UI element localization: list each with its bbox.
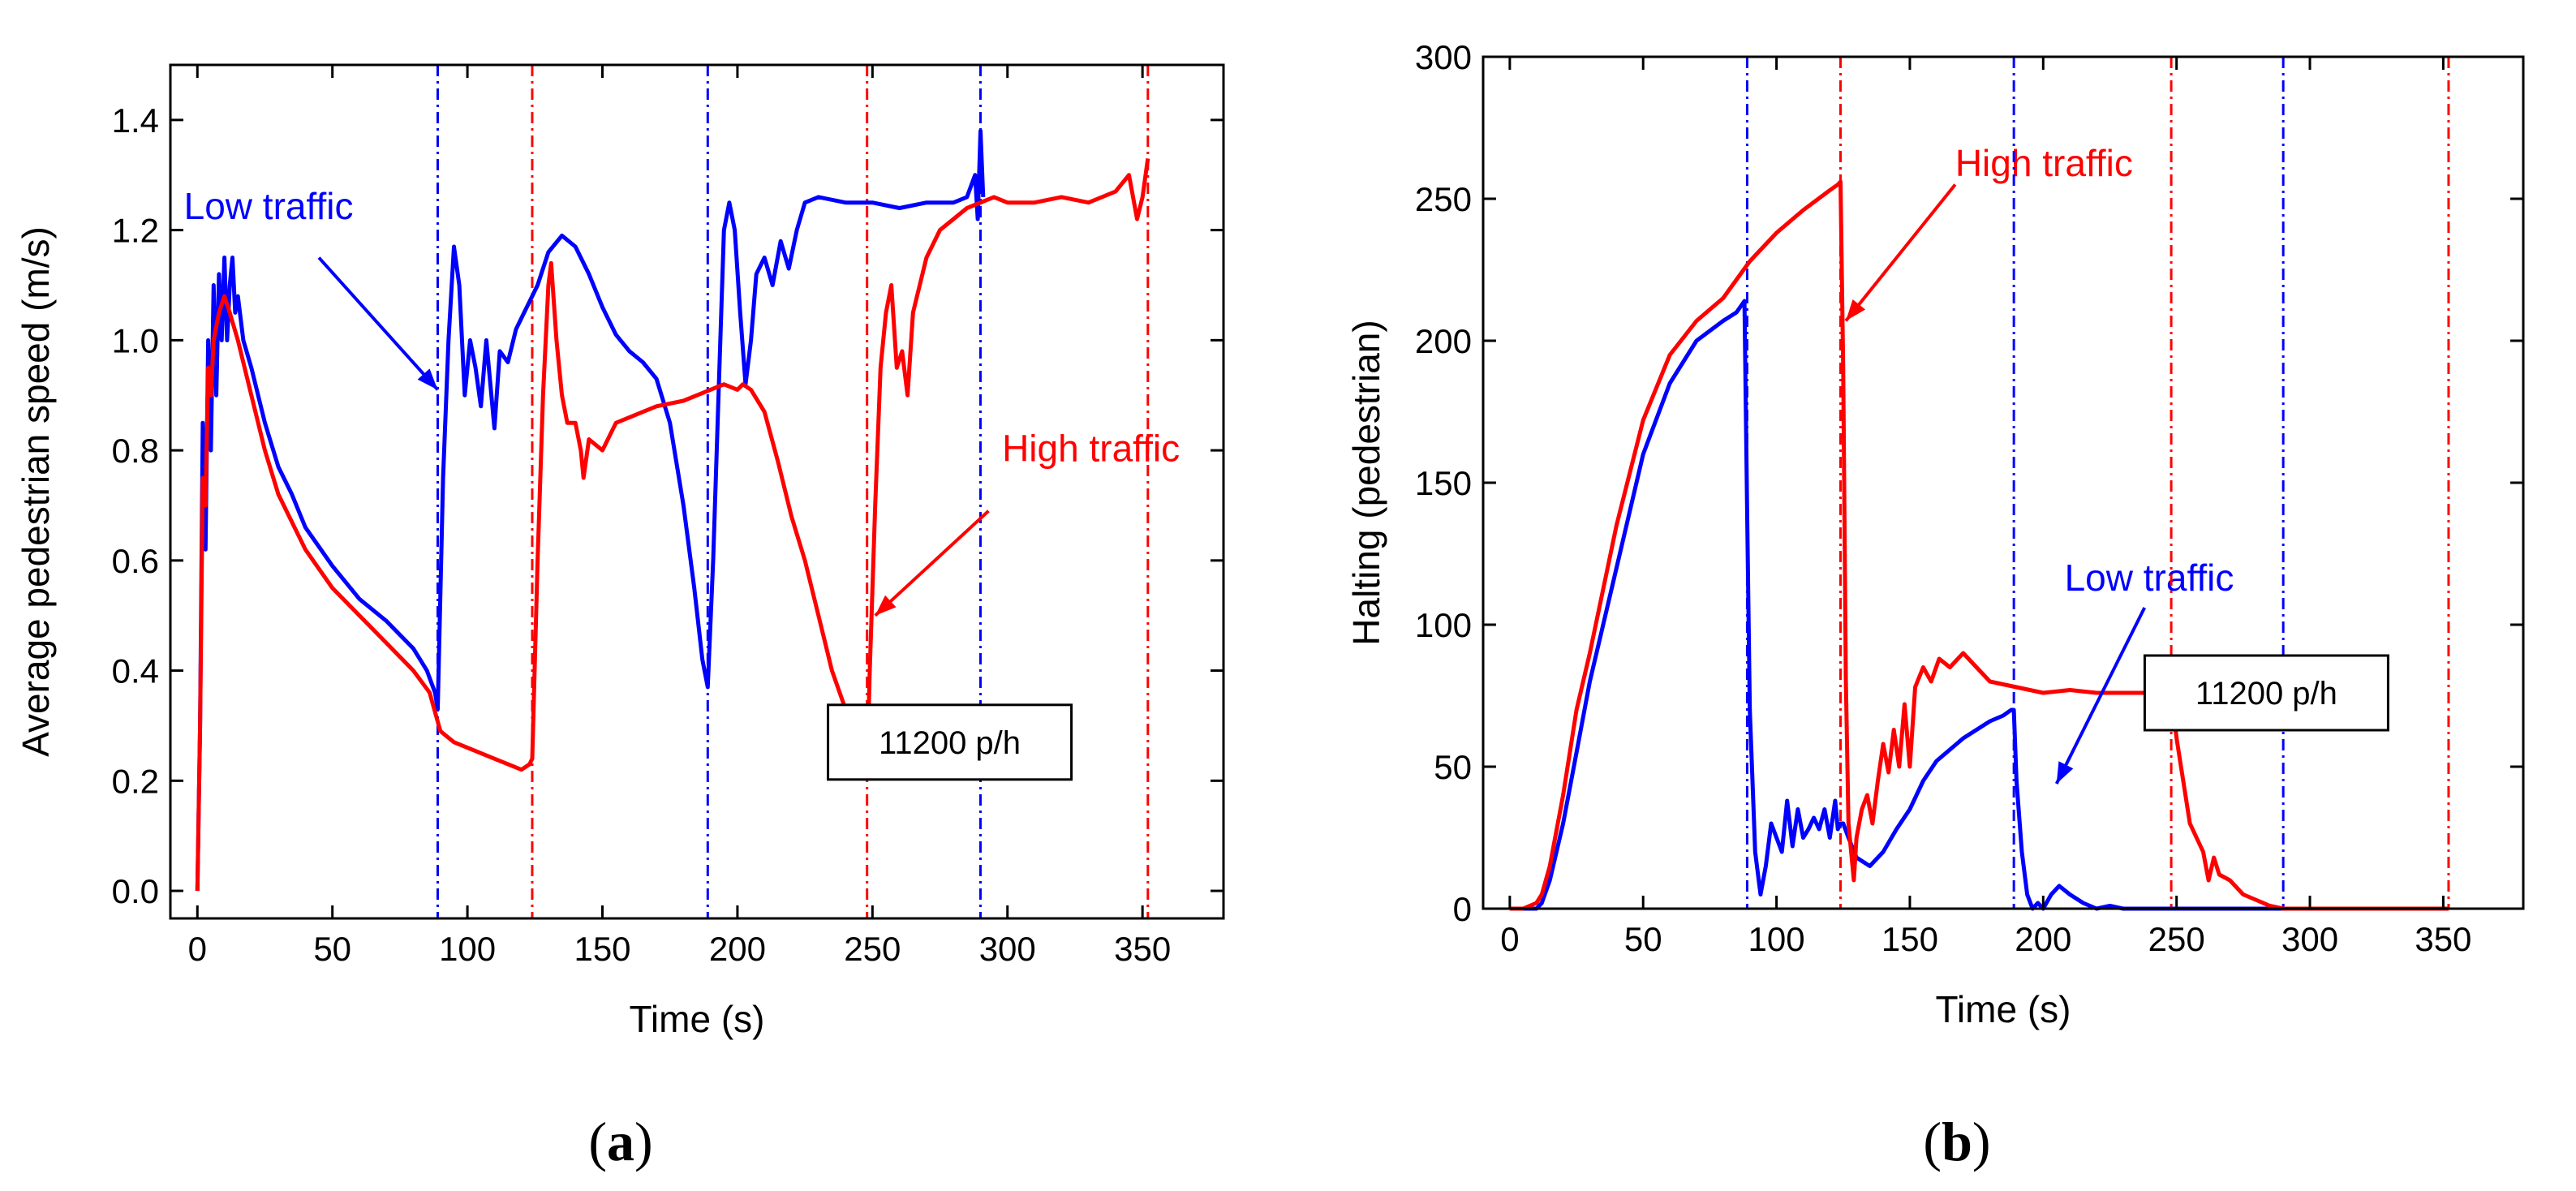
chart-a-low-traffic-arrowhead	[417, 368, 438, 390]
chart-a-y-tick-label-0: 0.0	[112, 872, 159, 910]
chart-a-y-tick-label-0.4: 0.4	[112, 652, 159, 690]
chart-b-y-tick-label-300: 300	[1415, 38, 1472, 76]
chart-a-x-tick-label-100: 100	[439, 930, 496, 968]
chart-a-flow-rate-box	[827, 703, 1073, 781]
chart-a-y-axis-label: Average pedestrian speed (m/s)	[15, 226, 57, 757]
chart-b-series-high-traffic-line	[1509, 179, 2449, 911]
chart-b-x-tick-label-100: 100	[1748, 920, 1805, 958]
chart-b-y-tick-label-150: 150	[1415, 464, 1472, 502]
chart-b-x-axis-label: Time (s)	[1936, 988, 2071, 1030]
panel-label-b: (b)	[1923, 1111, 1990, 1172]
chart-b-y-tick-label-100: 100	[1415, 606, 1472, 644]
chart-b-low-traffic-arrowhead	[2056, 761, 2074, 784]
chart-a-plot-frame	[169, 63, 1225, 920]
panel-label-b-open: (	[1923, 1111, 1942, 1172]
chart-a-high-traffic-annotation: High traffic	[1002, 428, 1180, 470]
chart-a-x-tick-label-50: 50	[313, 930, 351, 968]
chart-b-y-axis-label: Halting (pedestrian)	[1345, 320, 1387, 645]
chart-b-high-traffic-arrow	[1844, 183, 1957, 322]
chart-b-flow-rate-label: 11200 p/h	[2195, 676, 2337, 712]
panel-label-a-close: )	[634, 1111, 653, 1172]
chart-a-x-tick-label-0: 0	[188, 930, 207, 968]
chart-b-x-tick-label-350: 350	[2415, 920, 2471, 958]
chart-a-y-tick-label-1.2: 1.2	[112, 212, 159, 250]
chart-b-x-tick-label-0: 0	[1500, 920, 1519, 958]
panel-label-b-letter: b	[1942, 1111, 1972, 1172]
chart-b-y-tick-label-200: 200	[1415, 322, 1472, 360]
chart-a-x-tick-label-250: 250	[844, 930, 901, 968]
chart-a-x-tick-label-350: 350	[1114, 930, 1171, 968]
chart-a-high-traffic-arrowhead	[875, 595, 897, 616]
chart-b-high-traffic-arrowhead	[1846, 299, 1866, 321]
chart-a-series-high-traffic-line	[195, 158, 1150, 892]
chart-a-x-tick-label-300: 300	[979, 930, 1036, 968]
chart-b-plot-frame	[1482, 55, 2525, 910]
chart-a-y-tick-label-0.6: 0.6	[112, 542, 159, 580]
chart-b-y-tick-label-250: 250	[1415, 180, 1472, 218]
chart-b-x-tick-label-300: 300	[2281, 920, 2338, 958]
chart-a-high-traffic-arrow	[874, 510, 990, 617]
chart-a-x-axis-label: Time (s)	[630, 998, 765, 1040]
chart-b-x-tick-label-150: 150	[1881, 920, 1938, 958]
panel-label-a-open: (	[588, 1111, 607, 1172]
chart-a-x-tick-label-200: 200	[709, 930, 766, 968]
chart-a-flow-rate-label: 11200 p/h	[879, 725, 1021, 761]
panel-label-b-close: )	[1972, 1111, 1991, 1172]
chart-a-y-tick-label-0.8: 0.8	[112, 432, 159, 470]
chart-a-y-tick-label-0.2: 0.2	[112, 762, 159, 800]
chart-b-x-tick-label-200: 200	[2015, 920, 2071, 958]
panel-label-a-letter: a	[607, 1111, 634, 1172]
chart-b-series-low-traffic-line	[1509, 299, 2310, 911]
chart-b-high-traffic-annotation: High traffic	[1955, 142, 2133, 184]
panel-label-a: (a)	[588, 1111, 652, 1172]
chart-a-series-low-traffic-line	[195, 128, 986, 892]
chart-a-y-tick-label-1.4: 1.4	[112, 101, 159, 140]
chart-b-flow-rate-box	[2143, 654, 2389, 732]
chart-b-x-tick-label-50: 50	[1624, 920, 1662, 958]
chart-b-low-traffic-arrow	[2054, 607, 2147, 785]
chart-b-y-tick-label-0: 0	[1453, 890, 1472, 928]
chart-a-low-traffic-annotation: Low traffic	[184, 185, 354, 227]
chart-a-y-tick-label-1: 1.0	[112, 321, 159, 359]
chart-b-x-tick-label-250: 250	[2148, 920, 2205, 958]
chart-b-low-traffic-annotation: Low traffic	[2065, 557, 2234, 599]
chart-a-x-tick-label-150: 150	[574, 930, 630, 968]
chart-a-low-traffic-arrow	[317, 256, 439, 391]
chart-b-y-tick-label-50: 50	[1434, 748, 1472, 786]
